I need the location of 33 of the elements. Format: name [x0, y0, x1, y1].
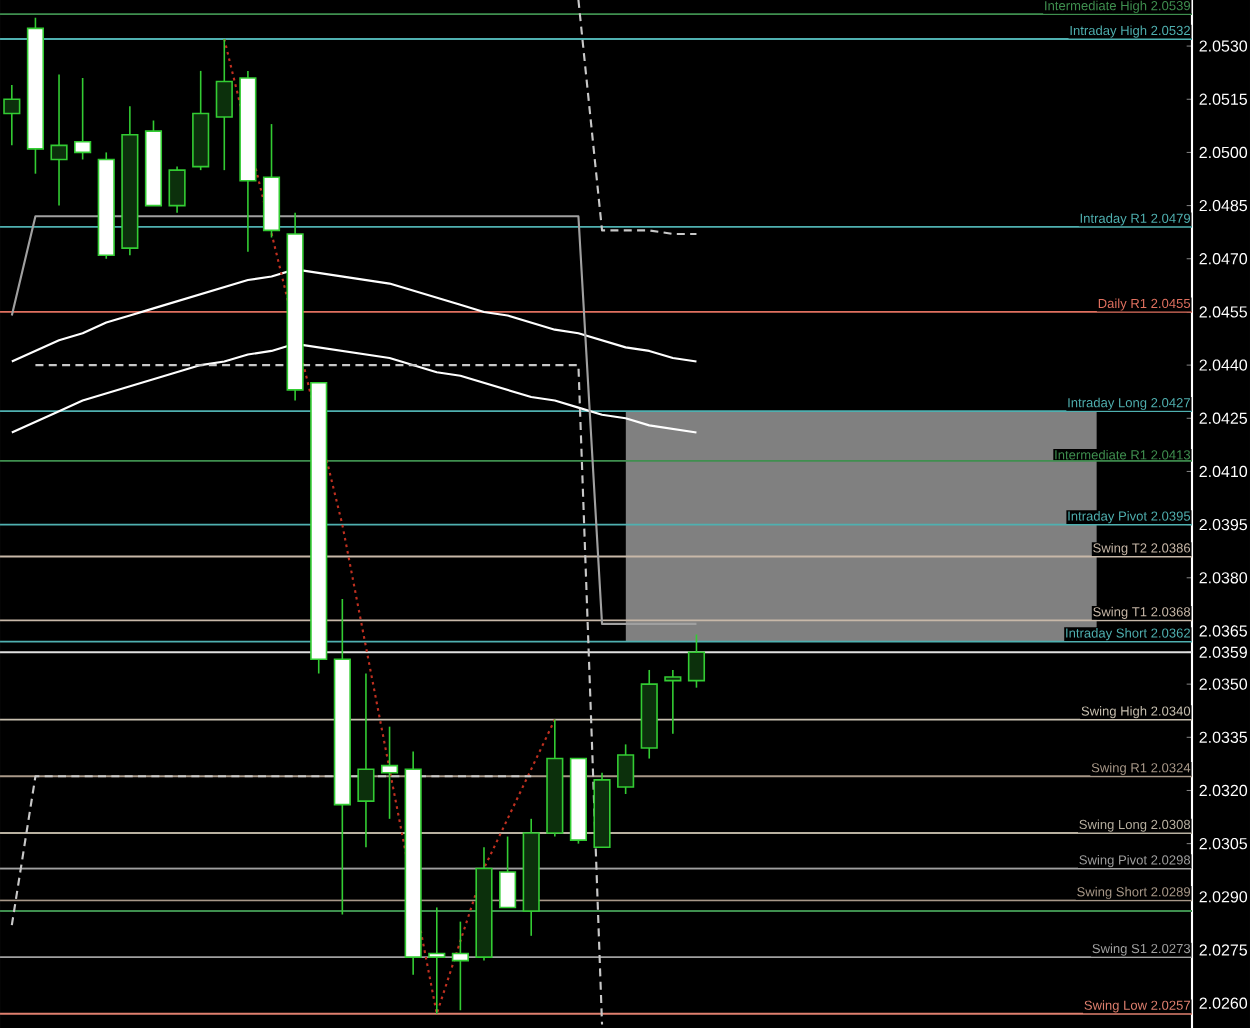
- candlestick: [617, 743, 635, 795]
- y-tick-label: 2.0410: [1199, 465, 1248, 478]
- candlestick: [50, 73, 68, 207]
- y-tick-label: 2.0440: [1199, 359, 1248, 371]
- y-tick-label: 2.0500: [1199, 146, 1248, 159]
- candlestick: [664, 669, 682, 735]
- candlestick: [168, 165, 186, 214]
- y-tick-label: 2.0365: [1199, 625, 1248, 637]
- candlestick: [499, 835, 517, 909]
- y-tick-label: 2.0395: [1199, 518, 1248, 531]
- y-tick-label: 2.0530: [1199, 40, 1248, 52]
- candlestick: [357, 672, 375, 848]
- y-tick-label: 2.0515: [1199, 93, 1248, 105]
- y-tick-label: 2.0320: [1199, 784, 1248, 797]
- y-tick-label: 2.0335: [1199, 731, 1248, 743]
- y-tick-label: 2.0290: [1199, 891, 1248, 903]
- candlestick: [428, 906, 446, 1015]
- candlestick: [3, 84, 21, 147]
- y-tick-label: 2.0275: [1199, 944, 1248, 956]
- y-tick-label: 2.0305: [1199, 837, 1248, 850]
- candlestick: [687, 633, 706, 689]
- candlestick: [380, 725, 399, 820]
- y-tick-label: 2.0260: [1199, 997, 1248, 1009]
- y-tick-label: 2.0380: [1199, 572, 1248, 584]
- y-tick-label: 2.0485: [1199, 199, 1248, 212]
- candlestick: [215, 38, 233, 171]
- candlestick: [74, 77, 92, 161]
- y-tick-label: 2.0425: [1199, 412, 1248, 424]
- y-tick-label: 2.0359: [1199, 646, 1247, 658]
- y-tick-label: 2.0455: [1199, 306, 1248, 318]
- y-tick-label: 2.0350: [1199, 678, 1248, 690]
- y-tick-label: 2.0470: [1199, 253, 1248, 265]
- candlestick: [451, 920, 469, 1012]
